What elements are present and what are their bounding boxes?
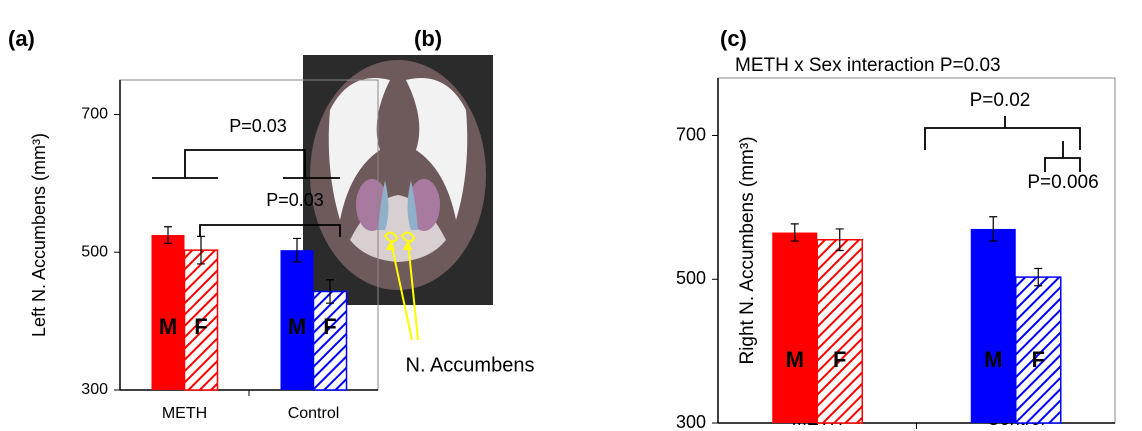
y-tick-label: 300 [676, 412, 706, 431]
panel-label: (c) [720, 26, 747, 51]
y-tick-label: 500 [81, 243, 108, 260]
x-tick-label: METH [162, 405, 207, 422]
error-bar [1034, 267, 1043, 287]
significance-bracket [1044, 141, 1081, 172]
bar [151, 235, 185, 390]
y-tick-label: 300 [81, 381, 108, 398]
bar [280, 250, 314, 390]
significance-bracket [199, 224, 341, 237]
bar [1015, 276, 1062, 424]
annotation: P=0.006 [1027, 172, 1098, 193]
panel-label: (b) [414, 26, 442, 51]
error-bar [293, 237, 301, 263]
bar-series-label: F [833, 347, 846, 372]
bar-series-label: F [194, 314, 207, 339]
bar [970, 228, 1016, 423]
significance-bracket [924, 116, 1081, 150]
error-bar [790, 223, 799, 242]
annotation: P=0.03 [266, 190, 324, 210]
y-axis-label: Left N. Accumbens (mm³) [29, 133, 49, 337]
y-tick-label: 700 [81, 106, 108, 123]
y-tick-label: 700 [676, 124, 706, 144]
error-bar [197, 235, 205, 265]
error-bar [835, 228, 844, 252]
bar-series-label: M [786, 347, 804, 372]
panel-label: (a) [8, 26, 35, 51]
bar [816, 238, 863, 424]
y-tick-label: 500 [676, 268, 706, 288]
annotation: P=0.03 [229, 116, 287, 136]
bar-series-label: M [288, 314, 306, 339]
annotation: P=0.02 [970, 90, 1031, 111]
bar [183, 249, 219, 391]
significance-bracket [152, 149, 340, 179]
bar [312, 290, 348, 391]
chart-title: METH x Sex interaction P=0.03 [735, 55, 1001, 76]
error-bar [989, 216, 998, 242]
error-bar [326, 279, 334, 304]
bar-series-label: F [1032, 347, 1045, 372]
error-bar [164, 226, 172, 244]
bar [772, 232, 818, 423]
y-axis-label: Right N. Accumbens (mm³) [737, 136, 758, 364]
bar-series-label: M [984, 347, 1002, 372]
bar-series-label: F [323, 314, 336, 339]
image-caption: N. Accumbens [406, 354, 535, 376]
x-tick-label: Control [288, 405, 340, 422]
bar-series-label: M [159, 314, 177, 339]
brain-image [303, 55, 493, 341]
